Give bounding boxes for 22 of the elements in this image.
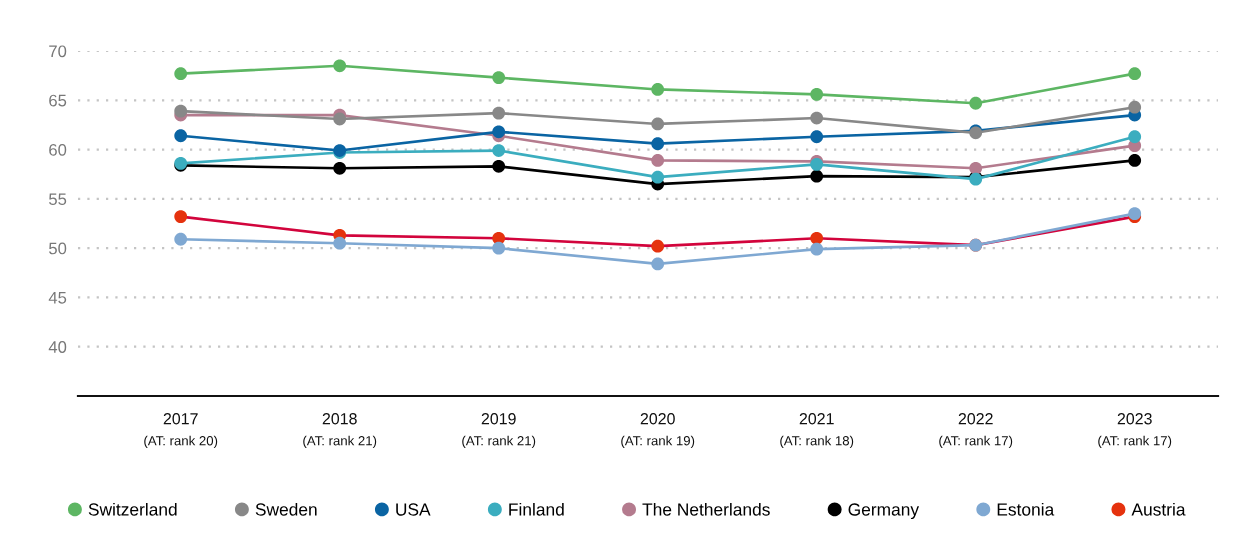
legend-label: The Netherlands [642,502,770,516]
legend-label: Germany [848,503,920,520]
y-tick-label: 50 [49,242,67,255]
category-label: 2018 (AT: rank 21) [303,413,377,448]
category-label: 2022 (AT: rank 17) [939,413,1013,448]
category-label: 2020 (AT: rank 19) [621,413,695,448]
legend-label: Estonia [997,502,1055,516]
legend-label: Finland [509,502,564,516]
legend-label: Sweden [255,502,317,516]
legend-label: USA [396,503,431,516]
y-tick-label: 40 [48,341,67,353]
category-label: 2021 (AT: rank 18) [780,413,854,448]
category-label: 2019 (AT: rank 21) [462,413,536,448]
legend-label: Austria [1131,502,1186,516]
category-label: 2023 (AT: rank 17) [1098,413,1172,448]
y-tick-label: 45 [48,292,67,304]
y-tick-label: 55 [49,193,67,206]
y-tick-label: 65 [49,94,67,107]
y-tick-label: 70 [49,45,67,58]
legend-label: Switzerland [88,502,177,516]
y-tick-label: 60 [49,143,67,156]
category-label: 2017 (AT: rank 20) [144,413,218,448]
